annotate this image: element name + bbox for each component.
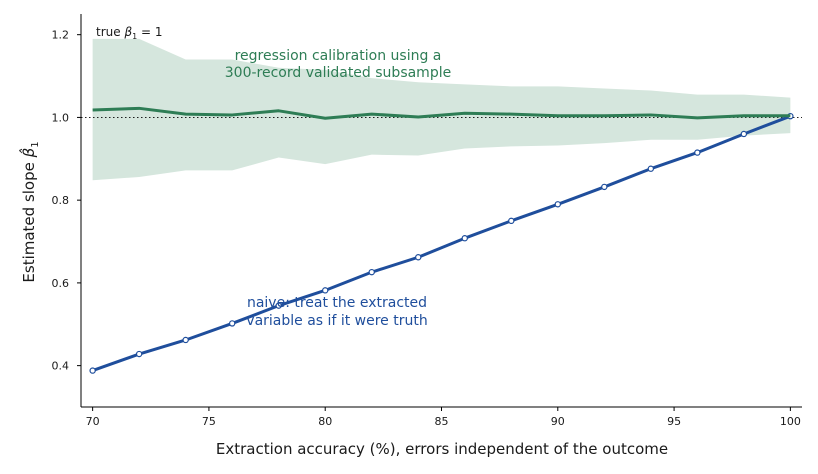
naive-point — [694, 149, 701, 156]
y-tick-label: 0.8 — [52, 194, 70, 207]
naive-point — [275, 302, 282, 309]
calibrated-annotation-line2: 300-record validated subsample — [225, 65, 451, 81]
series-layer — [89, 106, 794, 374]
naive-point — [461, 235, 468, 242]
naive-point — [135, 350, 143, 358]
confidence-band-layer — [92, 38, 791, 181]
y-ticks: 0.4 0.6 0.8 1.0 1.2 — [52, 29, 81, 373]
naive-point — [740, 130, 748, 138]
calibrated-confidence-band — [92, 38, 791, 181]
naive-annotation-line2: variable as if it were truth — [246, 313, 427, 329]
x-tick-label: 95 — [667, 415, 681, 428]
y-axis-label: Estimated slope β̂1 — [18, 141, 41, 282]
x-tick-label: 80 — [318, 415, 332, 428]
naive-point — [182, 336, 189, 344]
calibrated-series-line — [92, 106, 791, 120]
naive-point — [601, 183, 608, 191]
x-ticks: 70 75 80 85 90 95 100 — [86, 407, 801, 428]
x-tick-label: 100 — [780, 415, 801, 428]
x-tick-label: 75 — [202, 415, 216, 428]
y-tick-label: 0.4 — [52, 360, 70, 373]
x-tick-label: 85 — [435, 415, 449, 428]
calibrated-annotation-line1: regression calibration using a — [235, 48, 442, 64]
x-tick-label: 90 — [551, 415, 565, 428]
naive-point — [228, 320, 236, 327]
y-tick-label: 1.2 — [52, 29, 70, 42]
naive-point — [415, 254, 422, 261]
naive-point — [368, 268, 375, 276]
x-axis-label: Extraction accuracy (%), errors independ… — [216, 440, 668, 458]
naive-point — [322, 287, 329, 294]
x-tick-label: 70 — [86, 415, 100, 428]
naive-point — [554, 201, 561, 208]
naive-point — [508, 217, 515, 225]
naive-annotation-line1: naive: treat the extracted — [247, 295, 427, 311]
naive-point — [647, 165, 655, 172]
y-tick-label: 0.6 — [52, 277, 70, 290]
naive-series-line — [92, 114, 791, 373]
y-tick-label: 1.0 — [52, 111, 70, 124]
reference-label: true β1 = 1 — [96, 25, 163, 41]
naive-point — [89, 367, 96, 374]
